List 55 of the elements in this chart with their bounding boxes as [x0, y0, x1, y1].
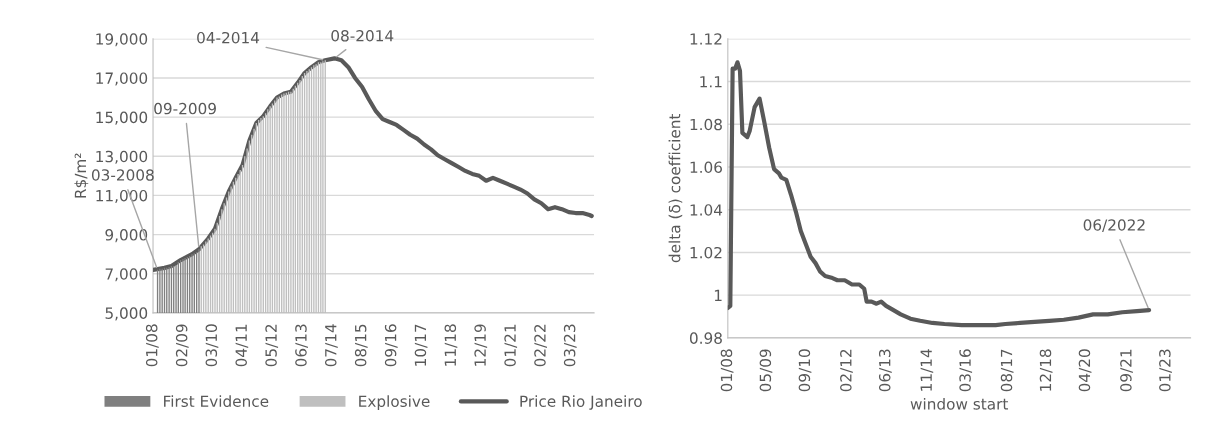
y-tick-label: 19,000 [96, 33, 148, 47]
y-tick-label: 9,000 [105, 229, 148, 243]
y-tick-label: 17,000 [96, 72, 148, 86]
x-tick-label: 03/10 [205, 324, 219, 367]
x-tick-label: 02/09 [175, 324, 189, 367]
x-tick-label: 07/14 [325, 324, 338, 367]
y-tick-label: 1.1 [700, 76, 722, 88]
x-tick-label: 11/18 [444, 324, 458, 366]
x-axis-title: window start [910, 397, 1009, 410]
annotation: 04-2014 [197, 31, 260, 44]
legend-label: Explosive [359, 395, 430, 410]
y-axis-title: R$/m² [74, 153, 89, 198]
line-series [727, 60, 1152, 328]
y-tick-label: 1.04 [690, 204, 723, 216]
x-tick-label: 03/16 [959, 349, 973, 392]
x-tick-label: 04/20 [1078, 349, 1092, 392]
x-tick-label: 04/11 [235, 324, 249, 367]
y-tick-label: 13,000 [96, 150, 148, 164]
x-tick-label: 08/17 [1000, 349, 1014, 392]
y-tick-label: 1.12 [690, 33, 722, 45]
x-tick-label: 08/15 [354, 324, 368, 367]
x-tick-label: 02/12 [840, 349, 853, 392]
x-tick-label: 06/13 [295, 324, 308, 367]
x-tick-label: 09/10 [798, 349, 812, 392]
x-tick-label: 06/13 [878, 349, 892, 392]
x-tick-label: 03/23 [563, 324, 577, 367]
y-tick-label: 11,000 [96, 189, 148, 204]
x-tick-label: 10/17 [414, 324, 428, 366]
y-tick-label: 15,000 [96, 111, 148, 125]
x-tick-label: 01/08 [720, 349, 734, 392]
x-tick-label: 01/23 [1159, 349, 1172, 392]
x-tick-label: 02/22 [534, 324, 547, 367]
legend-label: First Evidence [164, 395, 269, 408]
annotation: 09-2009 [154, 102, 216, 115]
x-tick-label: 09/16 [384, 324, 398, 367]
y-tick-label: 1.08 [690, 118, 722, 131]
y-axis-title: delta (δ) coefficient [668, 113, 683, 263]
x-tick-label: 01/08 [145, 324, 159, 367]
y-tick-label: 7,000 [105, 268, 148, 282]
x-tick-label: 01/21 [504, 324, 518, 367]
y-tick-label: 5,000 [105, 307, 148, 321]
x-tick-label: 05/09 [759, 349, 773, 392]
x-tick-label: 11/14 [920, 349, 934, 391]
legend-label: Price Rio Janeiro [520, 395, 642, 410]
annotation: 06/2022 [1083, 219, 1145, 232]
annotation: 08-2014 [331, 29, 394, 42]
x-tick-label: 12/18 [1039, 349, 1053, 391]
y-tick-label: 1 [714, 289, 722, 301]
x-tick-label: 12/19 [474, 324, 488, 366]
y-tick-label: 1.06 [690, 161, 722, 173]
y-tick-label: 0.98 [689, 332, 722, 344]
y-tick-label: 1.02 [690, 246, 722, 259]
x-tick-label: 09/21 [1120, 349, 1133, 392]
annotation: 03-2008 [91, 169, 154, 181]
x-tick-label: 05/12 [265, 324, 279, 367]
